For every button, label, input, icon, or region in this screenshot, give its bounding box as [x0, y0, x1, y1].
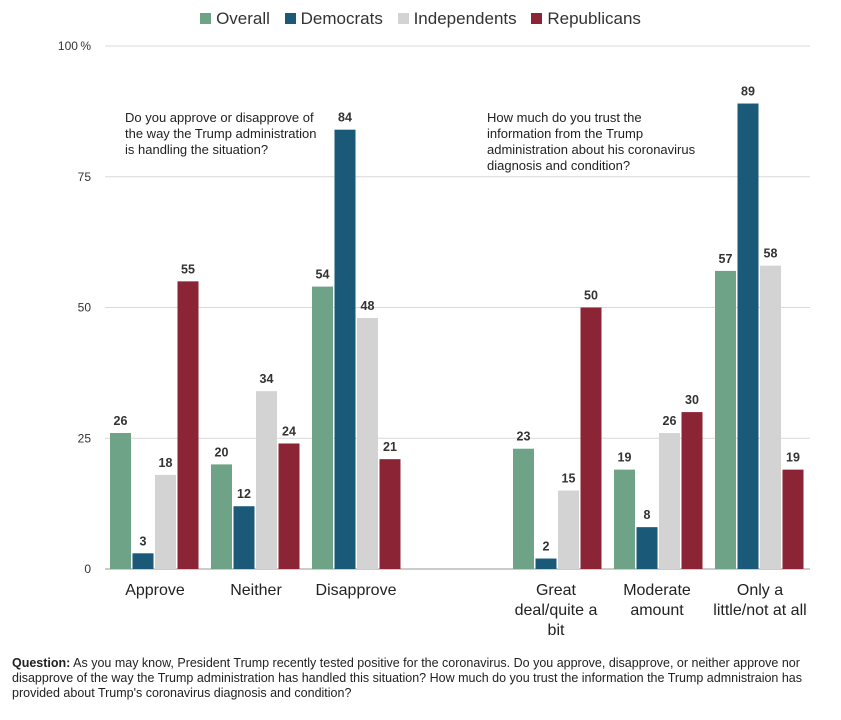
- legend-item-independents: Independents: [397, 9, 517, 29]
- category-label-approve: Approve: [125, 582, 185, 599]
- legend: Overall Democrats Independents Republica…: [0, 9, 841, 29]
- legend-item-democrats: Democrats: [284, 9, 383, 29]
- bar-democrats-1: [233, 506, 255, 569]
- data-label-overall-3: 23: [517, 430, 531, 444]
- question-approve: Do you approve or disapprove of the way …: [125, 110, 317, 157]
- legend-swatch-democrats: [284, 13, 296, 24]
- bar-independents-2: [357, 317, 378, 569]
- y-tick-label-75: 75: [78, 170, 92, 184]
- data-label-independents-3: 15: [562, 472, 576, 486]
- category-label-disapprove: Disapprove: [315, 582, 397, 599]
- legend-label-democrats: Democrats: [300, 9, 383, 28]
- data-label-independents-0: 18: [159, 456, 173, 470]
- bar-republicans-3: [580, 307, 602, 569]
- data-label-independents-2: 48: [361, 299, 375, 313]
- data-label-independents-1: 34: [260, 372, 274, 386]
- bar-independents-0: [155, 474, 176, 569]
- data-label-overall-1: 20: [215, 445, 229, 459]
- footnote-label: Question:: [12, 656, 71, 670]
- bar-overall-5: [715, 270, 736, 569]
- y-tick-label-25: 25: [78, 431, 92, 445]
- data-label-overall-5: 57: [719, 252, 733, 266]
- data-label-democrats-1: 12: [237, 487, 251, 501]
- legend-swatch-independents: [397, 13, 409, 24]
- data-label-republicans-4: 30: [685, 393, 699, 407]
- legend-item-overall: Overall: [200, 9, 270, 29]
- y-tick-label-100: 100 %: [58, 39, 91, 53]
- footnote-text: As you may know, President Trump recentl…: [12, 656, 803, 700]
- bar-independents-4: [659, 433, 680, 569]
- bar-independents-3: [558, 490, 579, 569]
- category-label-only-a-little: Only a little/not at all: [713, 582, 807, 619]
- data-label-republicans-1: 24: [282, 424, 296, 438]
- legend-swatch-overall: [200, 13, 212, 24]
- legend-swatch-republicans: [531, 13, 543, 24]
- category-label-moderate: Moderate amount: [623, 582, 691, 619]
- data-label-republicans-0: 55: [181, 262, 195, 276]
- data-label-overall-4: 19: [618, 451, 632, 465]
- category-label-neither: Neither: [230, 582, 282, 599]
- data-label-republicans-5: 19: [786, 451, 800, 465]
- bar-republicans-2: [379, 459, 401, 569]
- bar-independents-1: [256, 391, 277, 569]
- data-label-democrats-0: 3: [140, 534, 147, 548]
- bar-overall-3: [513, 448, 534, 569]
- bar-overall-4: [614, 469, 635, 569]
- legend-item-republicans: Republicans: [531, 9, 641, 29]
- bar-chart: 0 25 50 75 100 % 26 20 54 23 19 57 3 12 84 2 8 89 18 34 48 1…: [58, 39, 810, 576]
- bar-democrats-3: [535, 558, 557, 569]
- data-label-democrats-2: 84: [338, 111, 352, 125]
- bar-republicans-1: [278, 443, 300, 569]
- data-label-independents-5: 58: [764, 247, 778, 261]
- bar-republicans-5: [782, 469, 804, 569]
- bar-democrats-4: [636, 527, 658, 569]
- question-trust: How much do you trust the information fr…: [487, 110, 696, 173]
- bar-overall-0: [110, 433, 131, 569]
- bar-independents-5: [760, 265, 781, 569]
- legend-label-republicans: Republicans: [547, 9, 641, 28]
- footnote: Question: As you may know, President Tru…: [12, 656, 832, 701]
- bar-overall-2: [312, 286, 333, 569]
- bar-democrats-0: [132, 553, 154, 569]
- data-label-overall-0: 26: [114, 414, 128, 428]
- y-tick-label-50: 50: [78, 301, 92, 315]
- data-label-overall-2: 54: [316, 268, 330, 282]
- legend-label-independents: Independents: [413, 9, 517, 28]
- bar-democrats-2: [334, 129, 356, 569]
- bar-overall-1: [211, 464, 232, 569]
- data-label-independents-4: 26: [663, 414, 677, 428]
- data-label-republicans-3: 50: [584, 289, 598, 303]
- data-label-republicans-2: 21: [383, 440, 397, 454]
- y-tick-label-0: 0: [84, 562, 91, 576]
- category-label-great-deal: Great deal/quite a bit: [514, 582, 598, 639]
- data-label-democrats-5: 89: [741, 85, 755, 99]
- bar-republicans-0: [177, 281, 199, 569]
- bar-democrats-5: [737, 103, 759, 569]
- data-label-democrats-4: 8: [644, 508, 651, 522]
- data-label-democrats-3: 2: [543, 540, 550, 554]
- bar-republicans-4: [681, 412, 703, 569]
- legend-label-overall: Overall: [216, 9, 270, 28]
